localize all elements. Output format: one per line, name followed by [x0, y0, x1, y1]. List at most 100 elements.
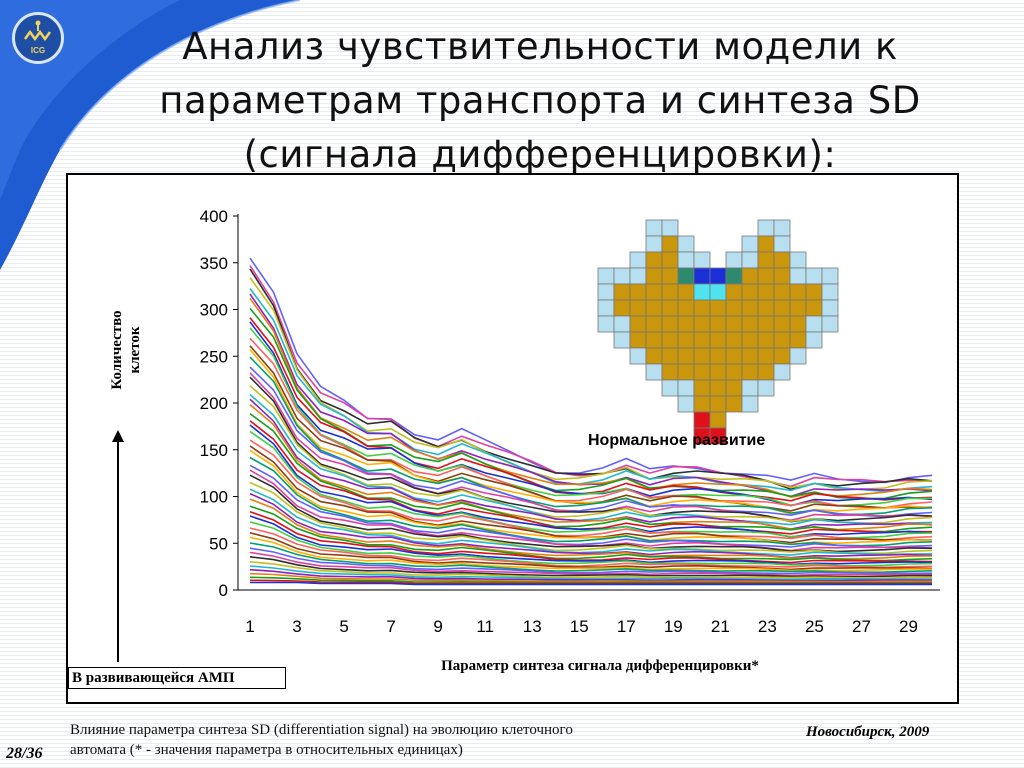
chart-frame: 0 50 100 150 200 250 300 350 400 1 3 5 7 9 11 13 15 17 19 2…	[66, 173, 959, 704]
heart-cell	[725, 331, 743, 349]
heart-cell	[725, 251, 743, 269]
x-tick-label: 5	[339, 617, 348, 636]
caption-line-2: автомата (* - значения параметра в относ…	[70, 742, 463, 758]
y-tick-label: 400	[200, 207, 228, 226]
y-tick-label: 150	[200, 441, 228, 460]
heart-cell	[821, 283, 839, 301]
heart-cell	[693, 379, 711, 397]
heart-cell	[645, 251, 663, 269]
heart-cell	[645, 315, 663, 333]
series-line	[249, 288, 933, 493]
heart-cell	[741, 251, 759, 269]
series-line	[249, 327, 933, 507]
heart-cell	[773, 331, 791, 349]
heart-cell	[709, 283, 727, 301]
heart-cell	[693, 331, 711, 349]
heart-cell	[629, 267, 647, 285]
x-tick-label: 25	[805, 617, 824, 636]
heart-cell	[645, 267, 663, 285]
heart-cell	[757, 315, 775, 333]
heart-cell	[741, 267, 759, 285]
heart-cell	[709, 379, 727, 397]
y-tick-label: 250	[200, 347, 228, 366]
heart-cell	[645, 331, 663, 349]
heart-cell	[757, 379, 775, 397]
series-line	[249, 568, 933, 582]
heart-cell	[725, 347, 743, 365]
series-line	[249, 492, 933, 559]
series-line	[249, 536, 933, 572]
y-tick-label: 50	[209, 534, 228, 553]
heart-cell	[613, 315, 631, 333]
heart-cell	[725, 299, 743, 317]
series-line	[249, 542, 933, 574]
series-line	[249, 547, 933, 575]
heart-cell	[693, 347, 711, 365]
series-line	[249, 464, 933, 549]
heart-cell	[773, 219, 791, 237]
heart-cell	[789, 331, 807, 349]
heart-cell	[757, 299, 775, 317]
heart-cell	[773, 235, 791, 253]
vertical-arrow-shaft	[117, 440, 119, 662]
heart-cell	[613, 283, 631, 301]
x-tick-label: 7	[386, 617, 395, 636]
series-line	[249, 527, 933, 569]
heart-cell	[805, 315, 823, 333]
series-line	[249, 521, 933, 567]
heart-cell	[645, 363, 663, 381]
y-axis-label-line-2: клеток	[127, 326, 143, 374]
heart-cell	[773, 251, 791, 269]
heart-cell	[709, 331, 727, 349]
heart-cell	[629, 299, 647, 317]
heart-cell	[693, 251, 711, 269]
heart-cell	[725, 395, 743, 413]
page-number: 28/36	[6, 745, 43, 762]
series-line	[249, 265, 933, 488]
heart-cell	[677, 267, 695, 285]
title-line-1: Анализ чувствительности модели к	[182, 25, 898, 68]
heart-cell	[693, 283, 711, 301]
x-axis-label: Параметр синтеза сигнала дифференцировки…	[441, 658, 759, 674]
heart-cell	[677, 235, 695, 253]
series-line	[249, 561, 933, 579]
heart-cell	[757, 363, 775, 381]
normal-development-label: Нормальное развитие	[588, 432, 766, 449]
heart-cell	[677, 347, 695, 365]
heart-cell	[821, 315, 839, 333]
heart-cell	[677, 395, 695, 413]
x-tick-label: 3	[292, 617, 301, 636]
heart-cell	[773, 363, 791, 381]
series-line	[249, 439, 933, 541]
heart-cell	[709, 427, 727, 445]
heart-cell	[629, 251, 647, 269]
heart-cell	[741, 347, 759, 365]
heart-cell	[789, 299, 807, 317]
heart-cell	[773, 347, 791, 365]
slide-title: Анализ чувствительности модели к парамет…	[120, 20, 960, 182]
heart-cell	[661, 283, 679, 301]
x-tick-label: 21	[711, 617, 730, 636]
heart-cell	[805, 299, 823, 317]
slide-caption: Влияние параметра синтеза SD (differenti…	[70, 720, 760, 760]
heart-cell	[661, 267, 679, 285]
heart-cell	[677, 283, 695, 301]
heart-cell	[821, 267, 839, 285]
heart-cell	[645, 347, 663, 365]
heart-cell	[821, 299, 839, 317]
heart-cell	[709, 347, 727, 365]
heart-cell	[661, 331, 679, 349]
series-line	[249, 515, 933, 566]
caption-line-1: Влияние параметра синтеза SD (differenti…	[70, 722, 573, 738]
heart-cell	[709, 267, 727, 285]
heart-cell	[741, 235, 759, 253]
heart-cell	[661, 347, 679, 365]
heart-cell	[693, 299, 711, 317]
heart-cell	[773, 283, 791, 301]
heart-cell	[725, 267, 743, 285]
heart-cell	[677, 331, 695, 349]
heart-cell	[757, 283, 775, 301]
heart-cell	[597, 267, 615, 285]
heart-cell	[613, 331, 631, 349]
heart-cell	[693, 267, 711, 285]
